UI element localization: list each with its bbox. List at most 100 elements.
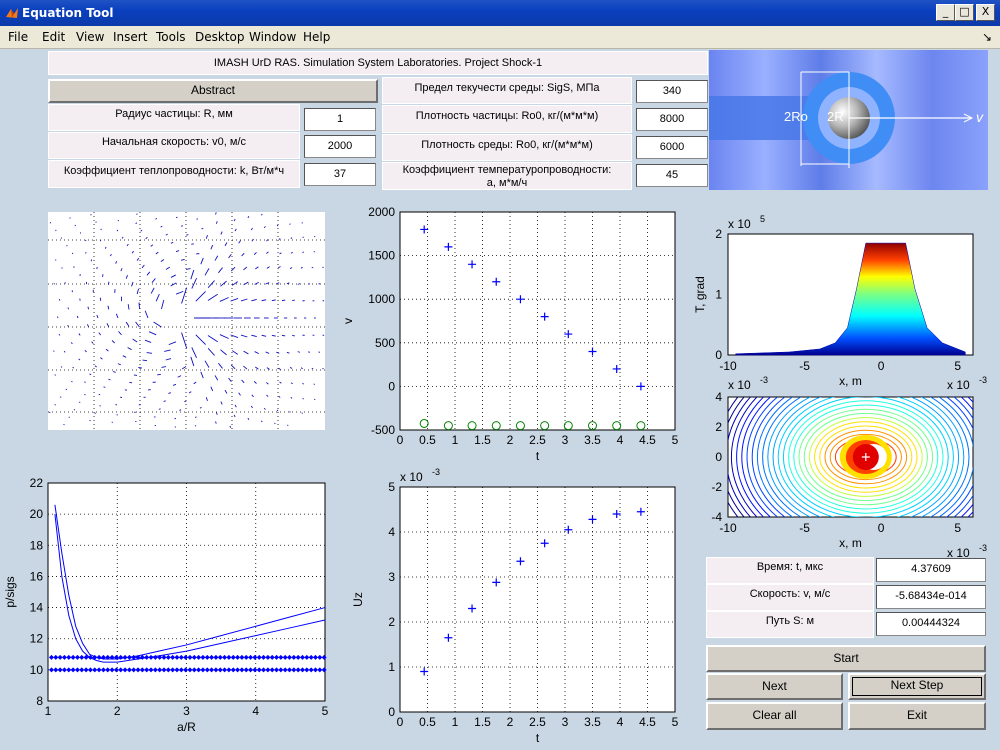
- p-chart-xtick-label: 3: [183, 704, 190, 718]
- velocity-readout-value: -5.68434e-014: [876, 585, 986, 609]
- diffusivity-field[interactable]: 45: [636, 164, 708, 187]
- vf-arrow: [115, 313, 119, 319]
- schematic-label-2ro: 2Ro: [784, 109, 808, 124]
- vf-arrow: [215, 221, 218, 224]
- param-label-diffusivity: Коэффициент температуропроводности: a, м*…: [382, 162, 632, 190]
- vf-arrow: [165, 266, 171, 270]
- vf-arrow: [175, 216, 178, 219]
- displacement-chart: 0 0.5 1 1.5 2 2.5 3 3.5 4 4.5 5 0 1 2 3 4 5 t Uz x 10 -3: [351, 467, 679, 745]
- v-circle-point: [588, 421, 597, 431]
- param-label-conductivity: Коэффициент теплопроводности: k, Вт/м*ч: [48, 160, 300, 188]
- dock-icon[interactable]: ↘: [981, 30, 992, 44]
- menu-file[interactable]: File: [8, 30, 29, 44]
- p-dot-marker: [135, 654, 141, 660]
- medium-density-field[interactable]: 6000: [636, 136, 708, 159]
- vf-arrow: [301, 412, 303, 414]
- next-step-button[interactable]: Next Step: [848, 673, 986, 700]
- vf-arrow: [250, 227, 253, 231]
- clear-all-button[interactable]: Clear all: [706, 702, 843, 730]
- vf-arrow: [278, 395, 281, 398]
- vf-arrow: [210, 244, 214, 250]
- vf-arrow: [185, 268, 191, 270]
- vf-arrow: [110, 253, 112, 257]
- p-dot-marker: [256, 667, 262, 673]
- menu-view[interactable]: View: [76, 30, 105, 44]
- t-yexp-power: 5: [760, 214, 765, 224]
- p-dot-marker: [144, 654, 150, 660]
- menu-desktop[interactable]: Desktop: [195, 30, 245, 44]
- p-dot-marker: [109, 654, 115, 660]
- p-curve: [54, 504, 326, 660]
- menu-edit[interactable]: Edit: [42, 30, 66, 44]
- v-chart-xtick-label: 4: [617, 433, 624, 447]
- contour-line: [767, 397, 965, 517]
- c-xtick-label: -10: [719, 521, 737, 535]
- p-dot-marker: [152, 667, 158, 673]
- p-dot-marker: [113, 654, 119, 660]
- v-point: [612, 364, 621, 373]
- p-dot-marker: [204, 654, 210, 660]
- particle-density-field[interactable]: 8000: [636, 108, 708, 131]
- vf-arrow: [240, 334, 248, 338]
- vf-arrow: [104, 246, 107, 249]
- p-dot-marker: [118, 654, 124, 660]
- menu-help[interactable]: Help: [303, 30, 331, 44]
- vf-arrow: [230, 334, 239, 339]
- velocity-field[interactable]: 2000: [304, 135, 376, 158]
- p-dot-marker: [226, 667, 232, 673]
- contour-line: [746, 397, 973, 517]
- contour-line: [793, 404, 939, 510]
- p-dot-marker: [57, 654, 63, 660]
- vf-arrow: [161, 366, 167, 368]
- vf-arrow: [150, 244, 154, 247]
- p-dot-marker: [161, 667, 167, 673]
- vf-arrow: [204, 360, 210, 368]
- conductivity-field[interactable]: 37: [304, 163, 376, 186]
- p-dot-marker: [217, 654, 223, 660]
- p-dot-marker: [282, 654, 288, 660]
- abstract-button[interactable]: Abstract: [48, 79, 378, 103]
- vf-arrow: [205, 234, 208, 239]
- vf-arrow: [165, 358, 172, 361]
- vf-arrow: [220, 401, 223, 405]
- vf-arrow: [205, 397, 208, 402]
- vf-arrow: [148, 331, 157, 336]
- maximize-button[interactable]: □: [955, 4, 974, 21]
- v-point: [588, 347, 597, 356]
- vf-arrow: [100, 228, 102, 231]
- t-xtick-label: -5: [799, 359, 810, 373]
- menu-tools[interactable]: Tools: [156, 30, 186, 44]
- vf-arrow: [115, 261, 118, 264]
- p-dot-marker: [209, 654, 215, 660]
- close-button[interactable]: X: [976, 4, 995, 21]
- menu-insert[interactable]: Insert: [113, 30, 148, 44]
- vf-arrow: [113, 371, 116, 373]
- menu-window[interactable]: Window: [249, 30, 297, 44]
- p-dot-marker: [187, 654, 193, 660]
- vf-arrow: [300, 367, 303, 369]
- next-button[interactable]: Next: [706, 673, 843, 700]
- vf-arrow: [277, 367, 281, 370]
- contour-line: [762, 397, 970, 517]
- vf-arrow: [94, 365, 97, 368]
- radius-field[interactable]: 1: [304, 108, 376, 131]
- vf-arrow: [271, 299, 276, 302]
- vf-arrow: [290, 397, 293, 399]
- vf-arrow: [279, 381, 282, 384]
- p-dot-marker: [96, 667, 102, 673]
- start-button[interactable]: Start: [706, 645, 986, 672]
- vf-arrow: [96, 266, 98, 270]
- p-dot-marker: [256, 654, 262, 660]
- yield-field[interactable]: 340: [636, 80, 708, 103]
- uz-chart-xtick-label: 3: [562, 715, 569, 729]
- p-dot-marker: [278, 667, 284, 673]
- vf-arrow: [131, 250, 134, 254]
- p-dot-marker: [196, 667, 202, 673]
- vf-arrow: [266, 251, 269, 254]
- p-dot-marker: [239, 654, 245, 660]
- exit-button[interactable]: Exit: [848, 702, 986, 730]
- minimize-button[interactable]: _: [936, 4, 955, 21]
- vf-arrow: [231, 350, 238, 355]
- vf-arrow: [144, 310, 149, 319]
- window-titlebar: Equation Tool _ □ X: [0, 0, 1000, 26]
